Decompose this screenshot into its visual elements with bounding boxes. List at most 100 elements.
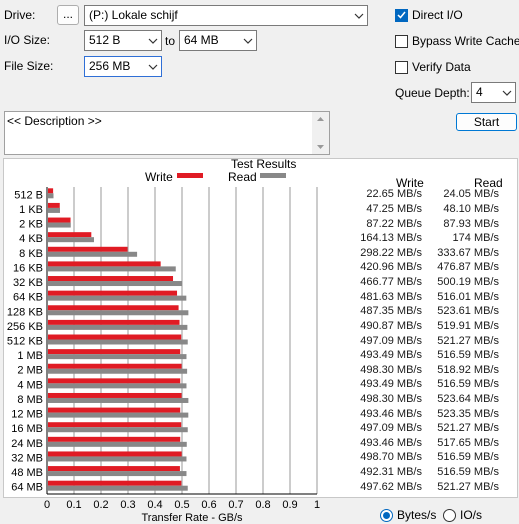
category-label: 4 KB (19, 233, 43, 245)
write-value: 493.46 MB/s (360, 436, 422, 449)
bypass-write-cache-option[interactable]: Bypass Write Cache (395, 34, 519, 48)
write-bar (48, 290, 178, 296)
category-label: 2 KB (19, 219, 43, 231)
write-bar (48, 319, 180, 325)
write-value: 497.09 MB/s (360, 334, 422, 347)
category-label: 32 KB (13, 277, 43, 289)
write-bar (48, 202, 60, 208)
write-value: 164.13 MB/s (360, 232, 422, 245)
read-value: 24.05 MB/s (443, 188, 499, 201)
x-tick-label: 0.9 (282, 499, 297, 511)
read-value: 48.10 MB/s (443, 202, 499, 215)
legend-write-label: Write (145, 170, 173, 184)
read-value: 523.61 MB/s (437, 305, 499, 318)
direct-io-option[interactable]: Direct I/O (395, 8, 463, 22)
drive-label: Drive: (4, 8, 36, 22)
chevron-down-icon (499, 83, 515, 102)
write-bar (48, 349, 181, 355)
queue-depth-select[interactable]: 4 (471, 82, 516, 103)
bytes-radio[interactable] (380, 508, 393, 522)
x-tick-label: 0.1 (66, 499, 81, 511)
x-tick-label: 0.2 (93, 499, 108, 511)
drive-select[interactable]: (P:) Lokale schijf (84, 5, 368, 26)
x-axis-label: Transfer Rate - GB/s (141, 512, 243, 524)
write-bar (48, 246, 128, 252)
category-label: 512 B (14, 189, 43, 201)
write-value: 493.49 MB/s (360, 378, 422, 391)
x-tick-label: 0.3 (120, 499, 135, 511)
write-value: 47.25 MB/s (366, 202, 422, 215)
bytes-per-second-option[interactable]: Bytes/s (380, 508, 436, 522)
read-bar (48, 207, 60, 213)
read-bar (48, 427, 188, 433)
read-bar (48, 412, 189, 418)
read-bar (48, 441, 187, 447)
category-label: 64 KB (13, 292, 43, 304)
io-size-from-select[interactable]: 512 B (84, 30, 162, 51)
read-value: 521.27 MB/s (437, 334, 499, 347)
file-size-value: 256 MB (89, 59, 131, 73)
read-bar (48, 456, 187, 462)
write-value: 22.65 MB/s (366, 188, 422, 201)
category-label: 512 KB (7, 336, 43, 348)
start-button[interactable]: Start (456, 113, 517, 131)
read-bar (48, 281, 183, 287)
write-value: 487.35 MB/s (360, 305, 422, 318)
write-bar (48, 217, 71, 223)
io-size-to-label: to (165, 34, 176, 48)
x-tick-label: 0.7 (228, 499, 243, 511)
x-tick-label: 1 (314, 499, 320, 511)
read-value: 516.59 MB/s (437, 378, 499, 391)
write-value: 498.70 MB/s (360, 451, 422, 464)
chevron-down-icon (240, 31, 256, 50)
read-value: 87.93 MB/s (443, 217, 499, 230)
verify-data-option[interactable]: Verify Data (395, 60, 471, 74)
legend-read-label: Read (228, 170, 257, 184)
io-per-second-option[interactable]: IO/s (443, 508, 482, 522)
category-label: 32 MB (11, 452, 43, 464)
verify-data-checkbox[interactable] (395, 60, 408, 74)
write-bar (48, 466, 180, 472)
file-size-select[interactable]: 256 MB (84, 56, 162, 77)
io-size-to-select[interactable]: 64 MB (179, 30, 257, 51)
write-bar (48, 407, 181, 413)
read-value: 523.64 MB/s (437, 392, 499, 405)
io-size-from-value: 512 B (89, 33, 121, 47)
read-bar (48, 222, 71, 228)
x-tick-label: 0.6 (201, 499, 216, 511)
write-bar (48, 334, 182, 340)
bypass-write-cache-checkbox[interactable] (395, 34, 408, 48)
write-bar (48, 436, 181, 442)
bytes-radio-label: Bytes/s (397, 508, 437, 522)
read-bar (48, 354, 187, 360)
chevron-down-icon (351, 6, 367, 25)
write-value: 493.46 MB/s (360, 407, 422, 420)
write-value: 87.22 MB/s (366, 217, 422, 230)
bypass-write-cache-label: Bypass Write Cache (412, 34, 519, 48)
write-value: 492.31 MB/s (360, 466, 422, 479)
browse-drive-button[interactable]: ... (57, 5, 79, 25)
io-radio[interactable] (443, 508, 456, 522)
write-bar (48, 422, 182, 428)
read-value: 516.01 MB/s (437, 290, 499, 303)
category-label: 12 MB (11, 409, 43, 421)
direct-io-checkbox[interactable] (395, 8, 408, 22)
write-bar (48, 480, 182, 486)
category-label: 128 KB (7, 306, 43, 318)
description-textbox[interactable]: << Description >> (4, 111, 330, 155)
write-value: 497.09 MB/s (360, 422, 422, 435)
write-bar (48, 392, 182, 398)
queue-depth-label: Queue Depth: (395, 86, 470, 100)
read-bar (48, 193, 54, 199)
write-value: 420.96 MB/s (360, 261, 422, 274)
category-label: 256 KB (7, 321, 43, 333)
scroll-arrows-icon (317, 117, 324, 149)
description-scrollbar[interactable] (312, 112, 329, 154)
read-column-header: Read (474, 176, 503, 190)
legend-write-swatch (177, 173, 203, 178)
write-column-header: Write (396, 176, 424, 190)
category-label: 4 MB (17, 379, 43, 391)
queue-depth-value: 4 (476, 85, 483, 99)
chevron-down-icon (145, 57, 161, 76)
